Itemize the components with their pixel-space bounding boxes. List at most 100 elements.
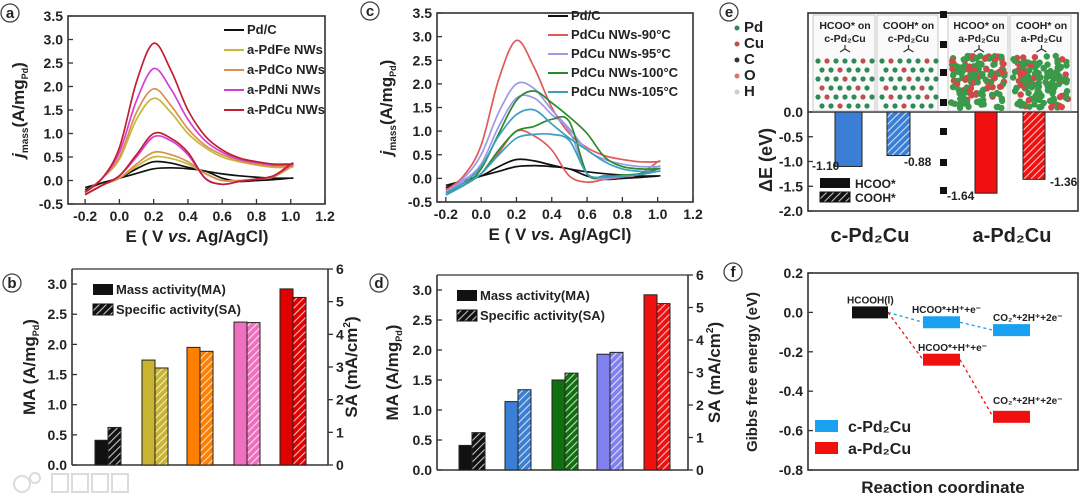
y-tick-label: 2.0: [48, 336, 68, 352]
y-tick-label: -0.5: [408, 194, 432, 210]
label-part: MA (A/mg: [383, 342, 402, 421]
y-tick-label: -0.8: [779, 462, 803, 478]
y-tick-label: 0.5: [44, 149, 64, 165]
atom: [842, 76, 848, 82]
legend-swatch-sa: [92, 303, 114, 316]
inset-title: HCOO* on: [953, 20, 1004, 32]
adsorption-energy-bar: [834, 111, 863, 167]
panel-label-e: e: [719, 2, 739, 22]
atom-legend-label: H: [744, 83, 755, 100]
atom: [851, 76, 857, 82]
atom: [1011, 87, 1019, 95]
atom: [901, 103, 907, 109]
atom: [1034, 72, 1042, 80]
atom: [1025, 97, 1033, 104]
y-tick-label: 3.0: [413, 29, 433, 45]
structure-inset: HCOO* onc-Pd₂Cu: [812, 14, 876, 112]
ma-bar: [279, 288, 294, 466]
atom: [869, 76, 875, 82]
panel-letter: b: [7, 275, 16, 292]
label-part: 2: [342, 322, 353, 328]
level-label: CO₂*+2H⁺+2e⁻: [993, 313, 1062, 324]
atom: [959, 98, 966, 105]
atom: [949, 72, 957, 79]
atom: [1031, 81, 1038, 88]
separator-marker: [940, 159, 947, 166]
y-tick-label: 1.0: [48, 397, 68, 413]
atom: [888, 94, 894, 100]
atom: [846, 67, 852, 73]
atom: [951, 100, 958, 108]
structure-inset: COOH* ona-Pd₂Cu: [1009, 14, 1072, 112]
atom: [842, 94, 848, 100]
atom-legend-dot: [734, 57, 740, 63]
y-tick-label: 0.0: [413, 170, 433, 186]
atom: [864, 85, 870, 91]
y-axis-label: MA (A/mgPd): [383, 325, 404, 421]
atom: [824, 76, 830, 82]
x-tick-label: 0.0: [110, 208, 130, 224]
x-tick-label: 0.6: [577, 206, 597, 222]
atom-legend-label: C: [744, 51, 755, 68]
pathway-connector: [959, 321, 994, 331]
group-label: a-Pd₂Cu: [973, 225, 1052, 247]
level-label: HCOO*+H⁺+e⁻: [912, 305, 981, 316]
atom: [928, 103, 934, 109]
separator-marker: [940, 11, 947, 18]
cv-curve-pd-c: [445, 158, 661, 189]
atom: [897, 58, 903, 64]
label-part: Ag/AgCl): [555, 225, 632, 244]
y2-tick-label: 3: [336, 359, 344, 375]
atom: [842, 58, 848, 64]
legend-label: Specific activity(SA): [480, 308, 605, 323]
y2-tick-label: 1: [696, 430, 704, 446]
y-tick-label: -0.4: [779, 383, 803, 399]
label-part: vs.: [168, 227, 192, 246]
atom: [824, 58, 830, 64]
y-tick-label: 1.5: [48, 367, 68, 383]
label-part: MA (A/mg: [20, 336, 39, 415]
atom: [860, 58, 866, 64]
adsorbate-molecule-icon: [839, 45, 851, 53]
panel-label-c: c: [360, 1, 380, 21]
y-axis-label: Gibbs free energy (eV): [744, 292, 761, 452]
legend-label: PdCu NWs-95°C: [571, 46, 671, 61]
sa-bar: [471, 432, 486, 471]
y-axis-label: jmass(A/mgPd): [377, 60, 399, 158]
y-tick-label: -0.5: [39, 196, 63, 212]
cv-curve-a-pdco-nws: [84, 87, 294, 196]
atom: [855, 67, 861, 73]
panel-letter: c: [366, 3, 374, 20]
atom: [869, 58, 875, 64]
separator-marker: [940, 41, 947, 48]
label-part: vs.: [531, 225, 555, 244]
level-label: CO₂*+2H⁺+2e⁻: [993, 396, 1062, 407]
atom: [819, 85, 825, 91]
atom: [846, 103, 852, 109]
separator-marker: [940, 99, 947, 106]
atom: [1044, 61, 1051, 68]
adsorbate-molecule-icon: [1036, 45, 1047, 53]
atom: [933, 58, 939, 64]
atom: [879, 94, 885, 100]
atom: [1010, 74, 1017, 81]
y-tick-label: 0.5: [413, 432, 433, 448]
panel-label-d: d: [369, 273, 389, 293]
y-tick-label: 3.5: [413, 5, 433, 21]
panel-label-f: f: [723, 262, 743, 282]
label-part: Ag/AgCl): [192, 227, 269, 246]
legend-swatch-sa: [456, 309, 478, 322]
atom: [819, 103, 825, 109]
atom: [915, 58, 921, 64]
level-label: HCOO*+H⁺+e⁻: [918, 343, 987, 354]
sa-bar: [609, 351, 624, 471]
cv-curve-a-pdcu-nws: [84, 42, 294, 196]
atom: [833, 76, 839, 82]
y2-tick-label: 5: [696, 300, 704, 316]
panel-letter: e: [725, 4, 733, 21]
y-tick-label: 2.5: [48, 306, 68, 322]
atom: [959, 90, 967, 97]
atom: [988, 91, 996, 99]
y-tick-label: 1.0: [413, 402, 433, 418]
atom: [879, 76, 885, 82]
